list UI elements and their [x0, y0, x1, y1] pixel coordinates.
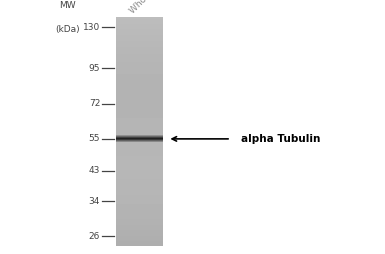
Text: 34: 34	[89, 197, 100, 206]
Text: 55: 55	[89, 134, 100, 144]
Text: 43: 43	[89, 166, 100, 175]
Text: 26: 26	[89, 231, 100, 241]
Text: 130: 130	[83, 23, 100, 32]
Text: 95: 95	[89, 64, 100, 73]
Text: (kDa): (kDa)	[55, 25, 80, 34]
Text: alpha Tubulin: alpha Tubulin	[241, 134, 320, 144]
Text: Whole zebrafish: Whole zebrafish	[128, 0, 186, 15]
Text: 72: 72	[89, 100, 100, 108]
Text: MW: MW	[59, 1, 76, 10]
